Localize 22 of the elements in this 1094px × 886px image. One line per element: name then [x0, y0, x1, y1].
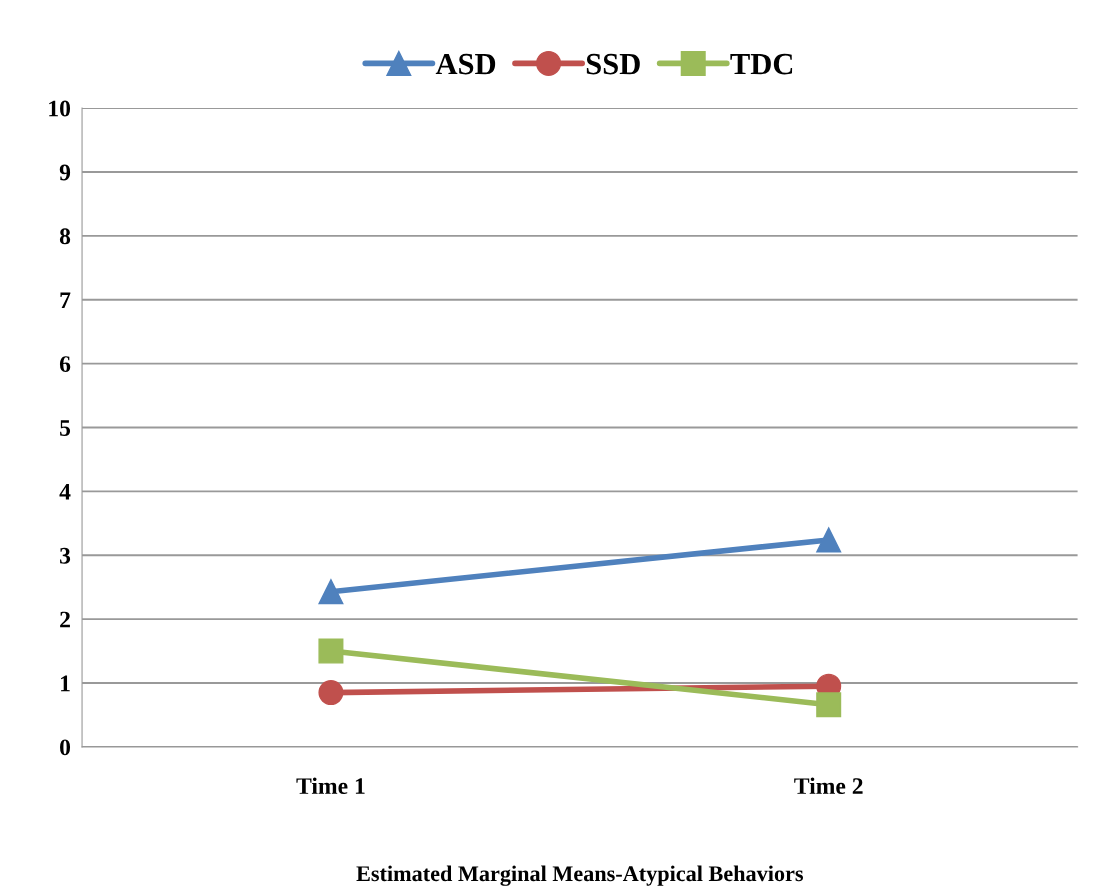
point	[318, 638, 344, 664]
x-tick-label: Time 1	[296, 777, 365, 795]
y-tick-label: 8	[59, 228, 71, 245]
y-tick-label: 5	[60, 420, 71, 436]
x-tick-label: Time 2	[794, 777, 863, 795]
point	[318, 579, 344, 605]
point	[318, 680, 344, 706]
legend-label: ASD	[435, 53, 496, 75]
point	[816, 692, 842, 718]
y-tick-label: 1	[61, 675, 70, 692]
y-tick-label: 6	[59, 356, 71, 373]
point	[816, 527, 842, 553]
y-tick-label: 2	[60, 611, 70, 628]
y-tick-label: 0	[60, 739, 71, 756]
y-tick-label: 9	[59, 164, 71, 181]
x-axis-title: Estimated Marginal Means-Atypical Behaviors	[356, 865, 804, 886]
legend-label: SSD	[586, 53, 640, 75]
y-tick-label: 3	[60, 547, 71, 564]
legend-label: TDC	[730, 53, 793, 75]
y-tick-label: 4	[59, 484, 71, 500]
y-tick-label: 10	[49, 100, 71, 117]
y-tick-label: 7	[60, 292, 71, 308]
